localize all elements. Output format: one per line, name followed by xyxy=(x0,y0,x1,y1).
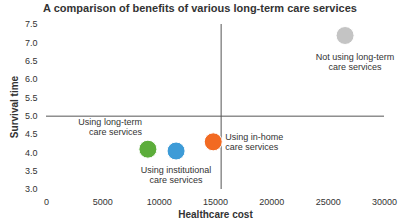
svg-text:Not using long-termcare servic: Not using long-termcare services xyxy=(316,52,395,72)
svg-text:7.5: 7.5 xyxy=(25,19,38,29)
svg-text:Using long-termcare services: Using long-termcare services xyxy=(78,117,142,137)
svg-text:30000: 30000 xyxy=(372,197,397,207)
svg-text:3.5: 3.5 xyxy=(25,166,38,176)
svg-text:Using institutionalcare servic: Using institutionalcare services xyxy=(141,165,212,185)
svg-text:25000: 25000 xyxy=(316,197,341,207)
svg-text:Using in-homecare services: Using in-homecare services xyxy=(225,132,283,152)
svg-text:Healthcare cost: Healthcare cost xyxy=(178,209,253,220)
svg-text:4.0: 4.0 xyxy=(25,148,38,158)
svg-text:4.5: 4.5 xyxy=(25,129,38,139)
svg-text:7.0: 7.0 xyxy=(25,38,38,48)
svg-text:6.0: 6.0 xyxy=(25,74,38,84)
svg-text:5.5: 5.5 xyxy=(25,93,38,103)
svg-text:6.5: 6.5 xyxy=(25,56,38,66)
svg-text:5.0: 5.0 xyxy=(25,111,38,121)
svg-text:15000: 15000 xyxy=(203,197,228,207)
svg-text:10000: 10000 xyxy=(147,197,172,207)
svg-text:Survival time: Survival time xyxy=(9,75,20,138)
svg-text:3.0: 3.0 xyxy=(25,184,38,194)
html-text:A comparison of benefits of va: A comparison of benefits of various long… xyxy=(43,2,357,14)
svg-text:5000: 5000 xyxy=(93,197,113,207)
svg-text:0: 0 xyxy=(44,197,49,207)
svg-text:20000: 20000 xyxy=(259,197,284,207)
